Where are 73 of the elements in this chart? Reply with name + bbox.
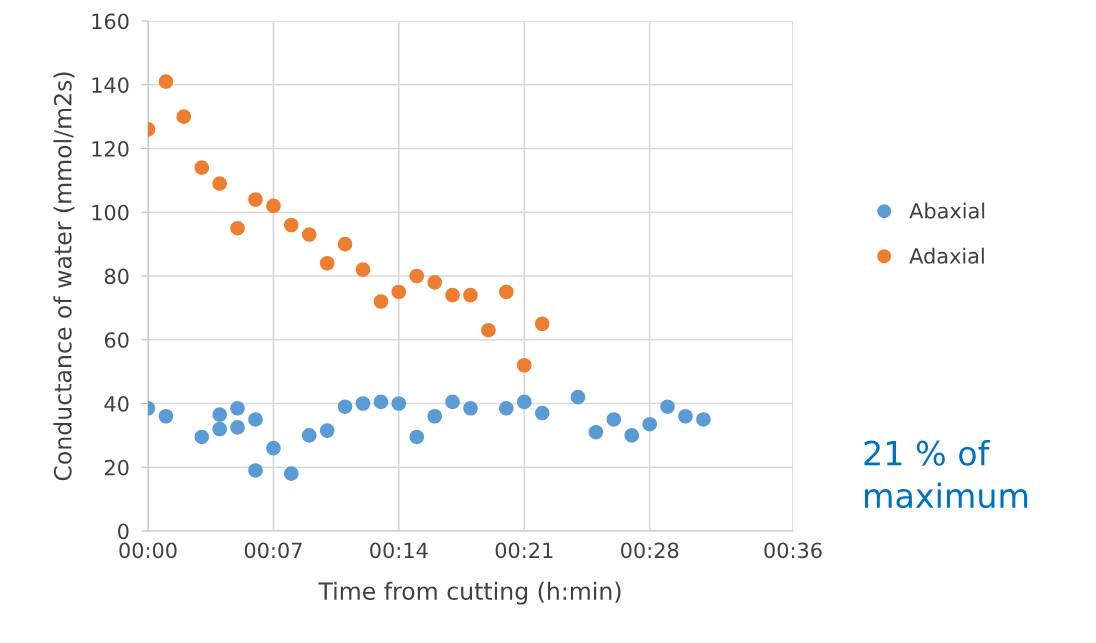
point [319,423,335,438]
point [373,394,389,410]
point [230,401,245,416]
x-tick-label: 00:14 [370,542,428,559]
text: 21 % of maximum [864,440,1028,509]
y-tick-label: 80 [104,268,129,285]
point [409,429,425,445]
point [516,394,532,410]
point [445,287,460,303]
x-tick-label: 00:21 [495,542,553,559]
point [248,463,263,478]
y-tick-label: 20 [104,459,129,476]
point [230,420,245,435]
point [230,220,245,236]
x-tick-label: 00:36 [764,542,822,559]
point [212,176,227,191]
legend-label: Abaxial [909,202,985,219]
x-tick-label: 00:28 [621,542,679,559]
point [696,412,711,427]
y-tick-label: 40 [104,395,129,412]
point [463,401,478,416]
point [212,421,227,437]
point [391,284,407,300]
point [642,416,657,432]
y-tick-label: 100 [92,204,129,221]
point [481,322,496,338]
point [266,198,281,214]
point [301,227,317,242]
point [606,412,622,427]
x-tick-label: 00:07 [244,542,302,559]
y-tick-label: 120 [92,140,129,157]
point [427,408,442,424]
point [266,440,281,456]
point [337,236,353,252]
y-tick-label: 0 [118,523,129,540]
point [534,405,550,421]
legend-label: Adaxial [909,247,984,264]
point [158,74,174,89]
point [248,192,263,207]
point [516,357,532,373]
point [319,255,335,271]
point [660,399,675,414]
point [499,401,514,416]
point [158,408,174,424]
point [463,287,478,303]
point [427,275,442,290]
point [176,109,192,124]
point [373,294,389,309]
point [391,396,407,411]
point [301,428,317,443]
y-tick-label: 60 [104,332,129,348]
point [499,284,514,300]
point [212,407,227,422]
point [678,408,693,424]
y-tick-label: 140 [92,77,129,93]
x-tick-label: 00:00 [119,542,177,559]
point [445,394,460,410]
y-axis-title: Conductance of water (mmol/m2s) [53,72,75,481]
point [588,424,604,440]
point [284,466,299,481]
point [337,399,353,414]
point [624,428,640,443]
point [570,389,586,405]
point [194,160,210,175]
point [534,316,550,332]
point [355,396,371,411]
point [248,412,263,427]
y-tick-label: 160 [92,13,129,30]
x-axis-title: Time from cutting (h:min) [318,581,621,605]
point [194,429,210,445]
point [284,217,299,233]
point [409,268,425,284]
point [355,262,371,277]
